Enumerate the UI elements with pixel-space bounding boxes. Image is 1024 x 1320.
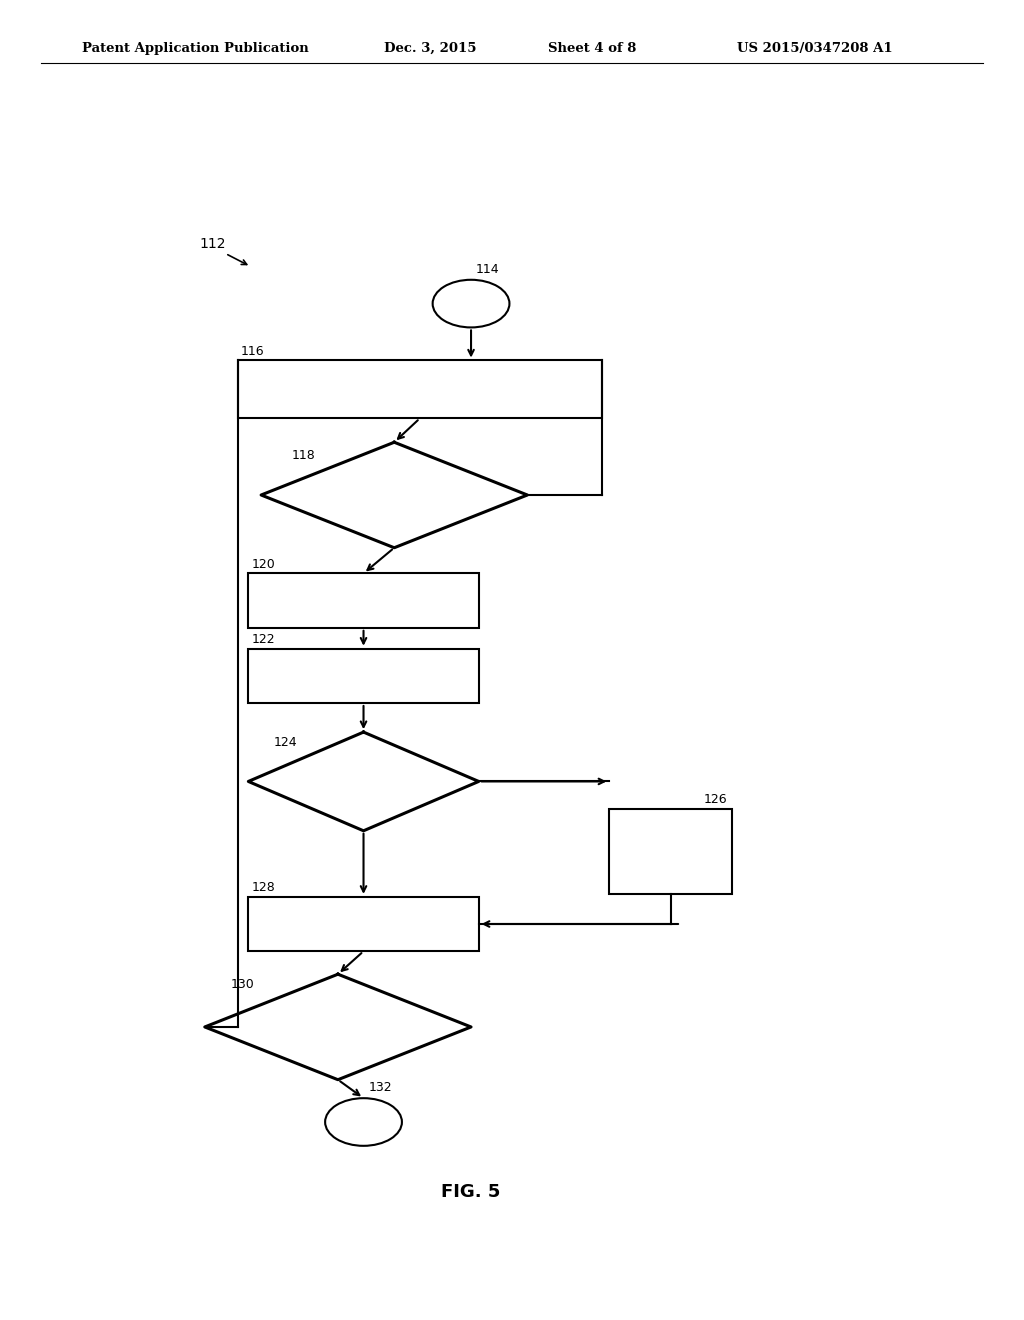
- Bar: [238, 360, 601, 418]
- Text: 126: 126: [703, 793, 727, 807]
- Bar: [248, 648, 479, 704]
- Text: FIG. 5: FIG. 5: [441, 1183, 501, 1201]
- Bar: [609, 809, 732, 894]
- Text: 130: 130: [230, 978, 254, 991]
- Bar: [248, 573, 479, 628]
- Text: 120: 120: [252, 558, 275, 570]
- Text: Dec. 3, 2015: Dec. 3, 2015: [384, 42, 476, 55]
- Text: US 2015/0347208 A1: US 2015/0347208 A1: [737, 42, 893, 55]
- Text: 122: 122: [252, 634, 275, 645]
- Bar: [248, 896, 479, 952]
- Text: 124: 124: [274, 737, 298, 748]
- Text: 116: 116: [242, 345, 265, 358]
- Text: 114: 114: [476, 263, 500, 276]
- Text: 112: 112: [200, 236, 226, 251]
- Text: 128: 128: [252, 882, 275, 894]
- Text: 132: 132: [369, 1081, 392, 1094]
- Text: 118: 118: [292, 449, 315, 462]
- Text: Patent Application Publication: Patent Application Publication: [82, 42, 308, 55]
- Text: Sheet 4 of 8: Sheet 4 of 8: [548, 42, 636, 55]
